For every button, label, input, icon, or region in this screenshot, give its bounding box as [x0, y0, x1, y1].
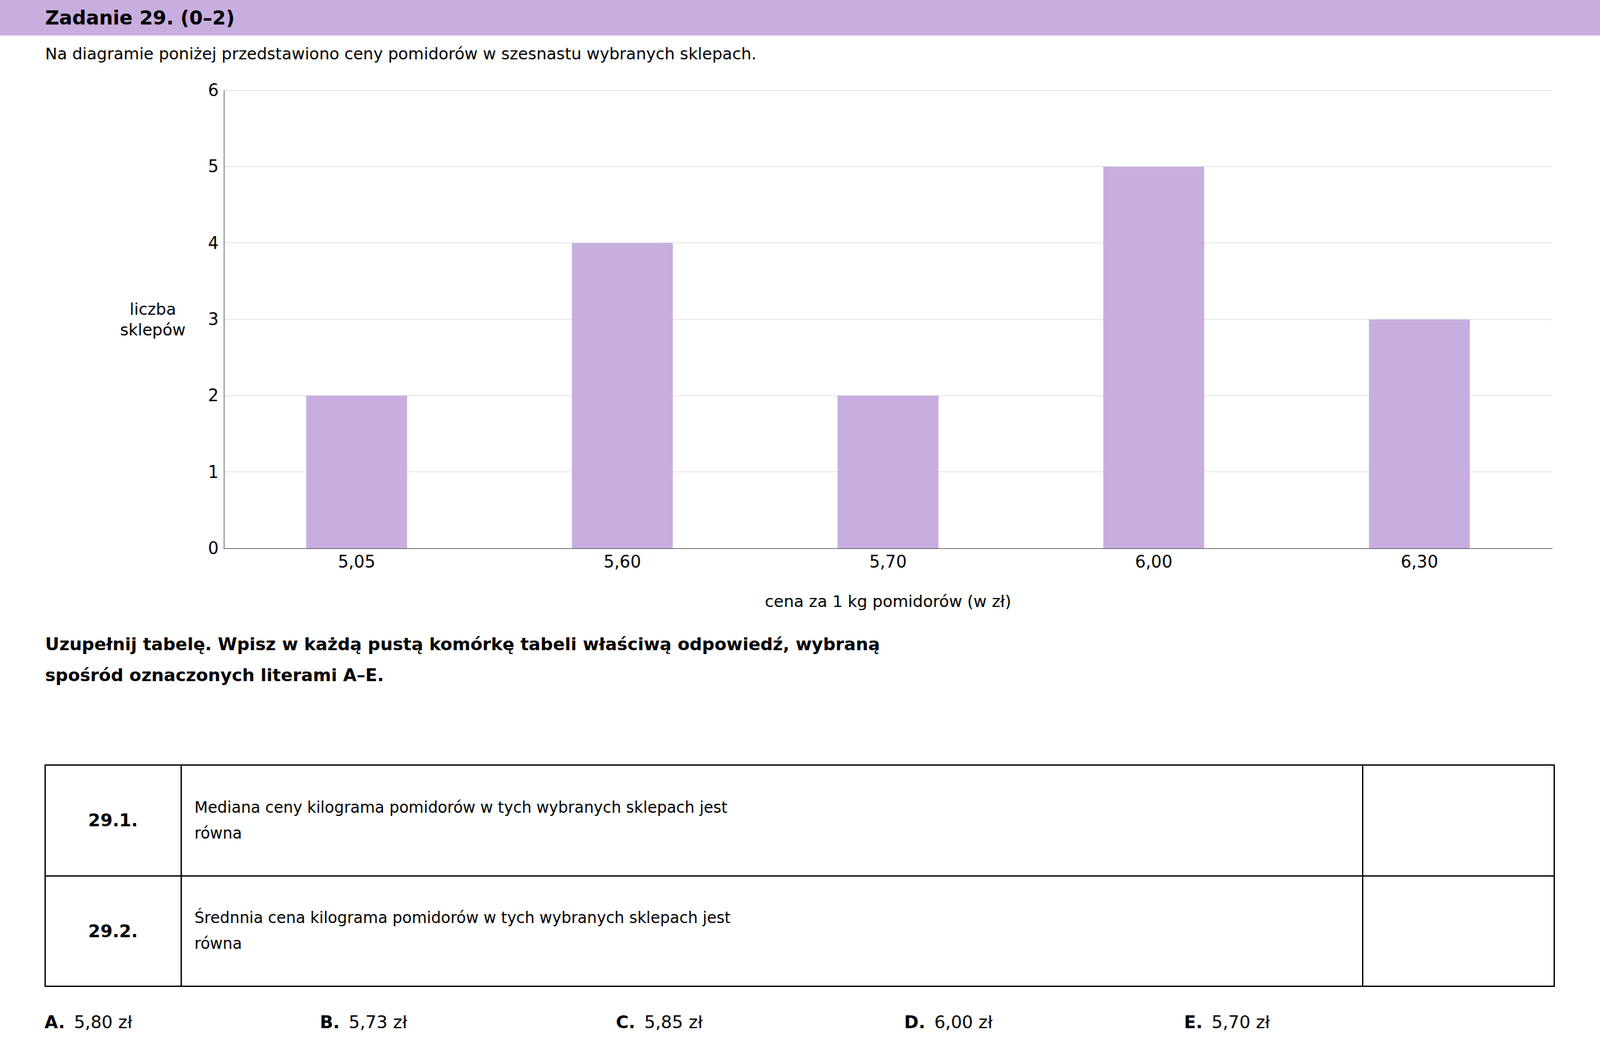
svg-text:5: 5	[207, 156, 219, 177]
svg-text:sklepów: sklepów	[119, 320, 186, 340]
html-text:równa: równa	[194, 934, 242, 953]
html-text:6,00 zł: 6,00 zł	[934, 1011, 993, 1032]
svg-text:6: 6	[207, 80, 219, 100]
svg-text:1: 1	[207, 462, 219, 482]
html-text:Mediana ceny kilograma pomidor: Mediana ceny kilograma pomidorów w tych …	[194, 798, 728, 817]
html-text:29.2.: 29.2.	[88, 920, 138, 941]
html-text:29.1.: 29.1.	[88, 810, 138, 831]
svg-text:0: 0	[207, 538, 219, 558]
html-text:równa: równa	[194, 824, 242, 843]
html-text:5,73 zł: 5,73 zł	[348, 1011, 408, 1032]
svg-text:3: 3	[207, 309, 219, 329]
html-text:5,80 zł: 5,80 zł	[73, 1011, 133, 1032]
svg-text:6,30: 6,30	[1400, 552, 1439, 572]
svg-text:5,60: 5,60	[603, 552, 642, 572]
html-text:D.: D.	[904, 1011, 926, 1032]
html-text:E.: E.	[1184, 1011, 1203, 1032]
svg-text:5,70: 5,70	[869, 552, 907, 572]
html-text:Na diagramie poniżej przedstaw: Na diagramie poniżej przedstawiono ceny …	[45, 44, 757, 64]
html-text:5,85 zł: 5,85 zł	[644, 1011, 703, 1032]
html-text:Zadanie 29. (0–2): Zadanie 29. (0–2)	[45, 6, 235, 30]
svg-text:6,00: 6,00	[1135, 552, 1173, 572]
html-text:C.: C.	[615, 1011, 636, 1032]
html-text:Średnnia cena kilograma pomido: Średnnia cena kilograma pomidorów w tych…	[194, 908, 731, 927]
svg-text:4: 4	[207, 233, 219, 253]
svg-text:2: 2	[207, 385, 219, 405]
html-text:spośród oznaczonych literami A: spośród oznaczonych literami A–E.	[45, 664, 384, 685]
html-text:A.: A.	[44, 1011, 65, 1032]
svg-text:5,05: 5,05	[337, 552, 376, 572]
html-text:B.: B.	[319, 1011, 340, 1032]
svg-text:liczba: liczba	[129, 299, 177, 319]
html-text:5,70 zł: 5,70 zł	[1211, 1011, 1271, 1032]
svg-text:cena za 1 kg pomidorów (w zł): cena za 1 kg pomidorów (w zł)	[764, 592, 1012, 611]
html-text:Uzupełnij tabelę. Wpisz w każd: Uzupełnij tabelę. Wpisz w każdą pustą ko…	[45, 633, 880, 654]
